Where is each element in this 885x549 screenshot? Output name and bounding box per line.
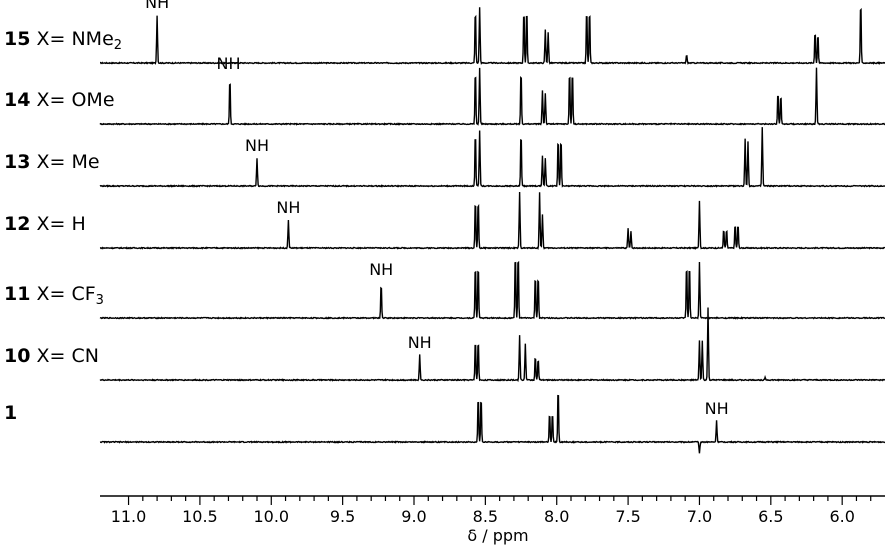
compound-number: 12 [4, 213, 31, 235]
substituent-subscript: 2 [113, 38, 123, 53]
spectrum-trace-1 [99, 394, 885, 454]
substituent-label: X= CN [30, 345, 99, 367]
nh-peak-label-10: NH [407, 332, 432, 352]
nh-peak-label-1: NH [704, 398, 729, 418]
compound-number: 11 [4, 283, 31, 305]
compound-number: 10 [4, 345, 31, 367]
x-tick-label: 7.5 [615, 507, 641, 526]
compound-label-13: 13 X= Me [4, 153, 100, 172]
compound-label-12: 12 X= H [4, 215, 86, 234]
x-tick-label: 9.0 [401, 507, 427, 526]
compound-label-1: 1 [4, 404, 17, 423]
x-tick-label: 10.0 [253, 507, 290, 526]
x-tick-label: 6.0 [829, 507, 855, 526]
spectrum-trace-10 [99, 307, 885, 383]
compound-number: 1 [4, 402, 18, 424]
compound-number: 14 [4, 89, 31, 111]
spectrum-trace-14 [99, 67, 885, 126]
compound-label-15: 15 X= NMe2 [4, 28, 122, 53]
substituent-label: X= CF [30, 283, 96, 305]
compound-number: 15 [4, 28, 31, 50]
spectrum-trace-15 [99, 7, 885, 65]
nh-peak-label-12: NH [276, 198, 301, 217]
spectrum-trace-11 [99, 260, 885, 320]
nh-peak-label-15: NH [145, 0, 170, 13]
substituent-label: X= Me [30, 151, 100, 173]
substituent-label: X= H [30, 213, 86, 235]
x-axis-label: δ / ppm [467, 526, 529, 545]
substituent-label: X= OMe [30, 89, 115, 111]
nh-peak-label-14: NH [216, 54, 241, 74]
nh-peak-label-11: NH [369, 259, 394, 279]
x-tick-label: 6.5 [758, 507, 784, 526]
compound-number: 13 [4, 151, 31, 173]
substituent-label: X= NMe [30, 28, 114, 50]
x-tick-label: 11.0 [110, 507, 147, 526]
x-tick-label: 8.0 [543, 507, 570, 526]
compound-label-11: 11 X= CF3 [4, 283, 104, 308]
x-tick-label: 7.0 [686, 507, 713, 526]
substituent-subscript: 3 [95, 293, 104, 308]
compound-label-14: 14 X= OMe [4, 91, 115, 110]
spectrum-trace-12 [99, 192, 885, 250]
spectrum-trace-13 [99, 127, 885, 188]
nh-peak-label-13: NH [245, 136, 269, 155]
compound-label-10: 10 X= CN [4, 347, 99, 366]
x-tick-label: 10.5 [182, 507, 218, 526]
x-tick-label: 8.5 [472, 507, 499, 526]
x-tick-label: 9.5 [329, 507, 356, 526]
